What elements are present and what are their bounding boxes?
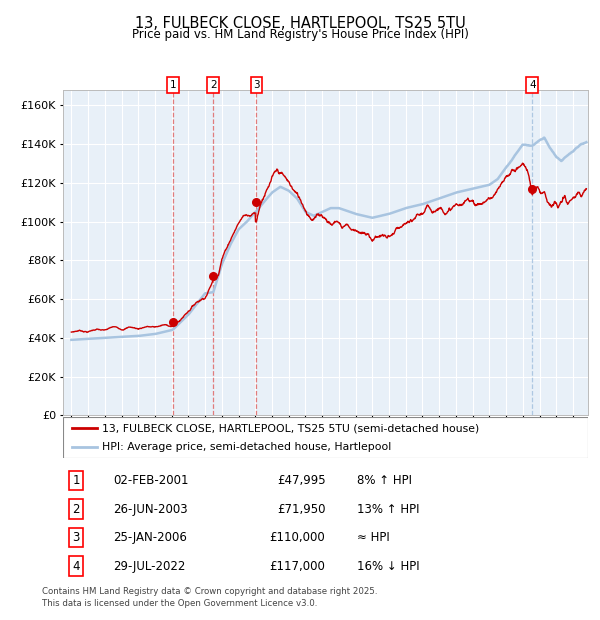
Text: 2: 2 xyxy=(210,80,217,90)
Text: 8% ↑ HPI: 8% ↑ HPI xyxy=(357,474,412,487)
Text: £110,000: £110,000 xyxy=(270,531,325,544)
Text: 25-JAN-2006: 25-JAN-2006 xyxy=(113,531,187,544)
Text: Contains HM Land Registry data © Crown copyright and database right 2025.: Contains HM Land Registry data © Crown c… xyxy=(42,587,377,596)
Text: £117,000: £117,000 xyxy=(269,560,325,572)
Text: 4: 4 xyxy=(73,560,80,572)
Text: 02-FEB-2001: 02-FEB-2001 xyxy=(113,474,188,487)
Text: Price paid vs. HM Land Registry's House Price Index (HPI): Price paid vs. HM Land Registry's House … xyxy=(131,28,469,41)
Text: 1: 1 xyxy=(73,474,80,487)
Text: 13, FULBECK CLOSE, HARTLEPOOL, TS25 5TU (semi-detached house): 13, FULBECK CLOSE, HARTLEPOOL, TS25 5TU … xyxy=(103,423,479,433)
Text: 3: 3 xyxy=(73,531,80,544)
Text: 13% ↑ HPI: 13% ↑ HPI xyxy=(357,503,419,515)
Text: 4: 4 xyxy=(529,80,536,90)
Text: 3: 3 xyxy=(253,80,260,90)
Text: 16% ↓ HPI: 16% ↓ HPI xyxy=(357,560,419,572)
Text: HPI: Average price, semi-detached house, Hartlepool: HPI: Average price, semi-detached house,… xyxy=(103,441,392,452)
Text: £47,995: £47,995 xyxy=(277,474,325,487)
Text: 26-JUN-2003: 26-JUN-2003 xyxy=(113,503,187,515)
Text: 29-JUL-2022: 29-JUL-2022 xyxy=(113,560,185,572)
Text: 13, FULBECK CLOSE, HARTLEPOOL, TS25 5TU: 13, FULBECK CLOSE, HARTLEPOOL, TS25 5TU xyxy=(134,16,466,30)
Text: £71,950: £71,950 xyxy=(277,503,325,515)
Text: This data is licensed under the Open Government Licence v3.0.: This data is licensed under the Open Gov… xyxy=(42,598,317,608)
Text: ≈ HPI: ≈ HPI xyxy=(357,531,390,544)
Text: 2: 2 xyxy=(73,503,80,515)
Text: 1: 1 xyxy=(170,80,176,90)
